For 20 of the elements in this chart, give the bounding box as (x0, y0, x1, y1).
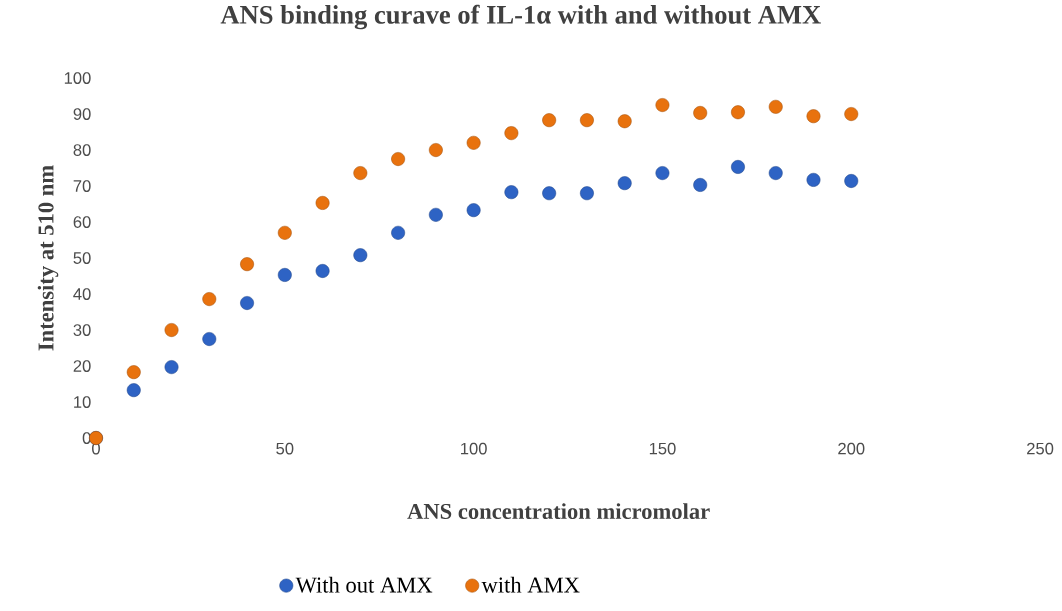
y-axis-title: Intensity at 510 nm (37, 165, 59, 351)
legend-label: With out AMX (295, 576, 433, 593)
chart-title: ANS binding curave of IL-1α with and without AMX (220, 4, 821, 30)
y-tick-label: 70 (73, 180, 91, 192)
x-tick-label: 100 (461, 442, 487, 455)
x-tick-label: 250 (1027, 442, 1054, 455)
x-axis-title: ANS concentration micromolar (407, 503, 710, 520)
y-tick-label: 30 (73, 324, 91, 336)
y-tick-label: 50 (73, 252, 91, 264)
legend-label: with AMX (481, 576, 580, 593)
x-tick-label: 200 (838, 442, 865, 455)
y-tick-label: 60 (73, 216, 91, 228)
y-tick-label: 10 (74, 396, 91, 408)
y-tick-label: 90 (73, 108, 91, 120)
y-tick-label: 100 (64, 72, 91, 84)
x-tick-label: 50 (276, 442, 294, 455)
y-tick-label: 20 (73, 360, 91, 372)
x-tick-label: 150 (649, 442, 676, 455)
y-tick-label: 40 (73, 288, 91, 300)
y-tick-label: 80 (73, 144, 91, 156)
